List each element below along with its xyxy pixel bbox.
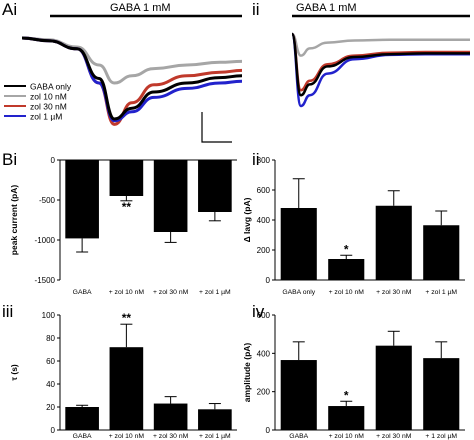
bar-bii-3 [423, 225, 460, 280]
bar-bii-1 [328, 259, 365, 280]
bar-bi-0 [65, 160, 99, 239]
category-label-biv-1: + zol 10 nM [329, 433, 365, 440]
category-label-biv-0: GABA [289, 433, 308, 440]
legend-label-2: zol 30 nM [30, 102, 67, 112]
y-tick-label-biii-3: 60 [46, 357, 55, 366]
y-label-bi: peak current (pA) [9, 185, 19, 256]
bar-bii-0 [280, 208, 317, 280]
trace-aii-0 [290, 32, 470, 97]
bar-biv-2 [375, 345, 412, 430]
trace-ai-0 [21, 36, 243, 121]
trace-aii-1 [291, 32, 470, 57]
category-label-biv-2: + zol 30 nM [376, 433, 412, 440]
category-label-bii-0: GABA only [282, 289, 315, 296]
bar-bi-3 [198, 160, 232, 212]
y-tick-label-bii-0: 0 [266, 276, 271, 285]
significance-biv-1: * [344, 388, 349, 402]
significance-biii-1: ** [122, 311, 132, 325]
panel-label-aii: ii [252, 0, 260, 19]
y-tick-label-biii-1: 20 [46, 403, 55, 412]
scale-bar-ai [201, 112, 232, 143]
category-label-bii-3: + zol 1 µM [425, 289, 457, 296]
category-label-bi-1: + zol 10 nM [109, 289, 145, 296]
significance-bi-1: ** [122, 200, 132, 214]
y-tick-label-biv-2: 400 [257, 349, 271, 358]
y-tick-label-biii-2: 40 [46, 380, 55, 389]
y-label-biii: τ (s) [9, 364, 19, 381]
bar-biv-3 [423, 358, 460, 430]
panel-label-bii: ii [252, 150, 260, 169]
legend-label-3: zol 1 µM [30, 112, 62, 122]
category-label-bi-0: GABA [73, 289, 92, 296]
y-tick-label-bi-0: 0 [51, 156, 56, 165]
panel-label-biv: iv [252, 302, 265, 321]
y-label-bii: Δ Iavg (pA) [242, 197, 252, 242]
y-tick-label-bii-4: 800 [257, 156, 271, 165]
bar-bii-2 [375, 205, 412, 280]
bar-bi-1 [109, 160, 144, 196]
y-tick-label-biii-0: 0 [51, 426, 56, 435]
legend-label-1: zol 10 nM [30, 92, 67, 102]
category-label-bii-2: + zol 30 nM [376, 289, 412, 296]
category-label-biii-1: + zol 10 nM [109, 433, 145, 440]
category-label-biv-3: + 1 zol µM [425, 433, 457, 440]
y-tick-label-bii-3: 600 [257, 186, 271, 195]
y-tick-label-bi-1: -500 [39, 196, 56, 205]
bar-biv-0 [280, 360, 317, 430]
legend-label-0: GABA only [30, 82, 72, 92]
y-tick-label-bii-2: 400 [257, 216, 271, 225]
bar-bi-2 [153, 160, 188, 232]
trace-ai-1 [21, 36, 243, 85]
trace-aii-2 [290, 32, 470, 92]
y-tick-label-biii-4: 80 [46, 334, 55, 343]
panel-label-biii: iii [2, 302, 14, 321]
category-label-biii-3: + zol 1 µM [199, 433, 231, 440]
y-tick-label-biv-0: 0 [266, 426, 271, 435]
y-tick-label-biv-1: 200 [257, 388, 271, 397]
bar-biii-1 [109, 347, 144, 430]
y-tick-label-bi-3: -1500 [35, 276, 56, 285]
trace-title-aii: GABA 1 mM [296, 2, 357, 14]
bar-biv-1 [328, 406, 365, 430]
y-tick-label-biii-5: 100 [42, 311, 56, 320]
y-tick-label-bi-2: -1000 [35, 236, 56, 245]
category-label-biii-0: GABA [73, 433, 92, 440]
trace-title-ai: GABA 1 mM [110, 2, 171, 14]
category-label-bi-3: + zol 1 µM [199, 289, 231, 296]
panel-label-ai: Ai [2, 0, 18, 19]
category-label-bii-1: + zol 10 nM [329, 289, 365, 296]
panel-label-bi: Bi [2, 150, 18, 169]
bar-biii-2 [153, 403, 188, 430]
category-label-bi-2: + zol 30 nM [153, 289, 189, 296]
bar-biii-0 [65, 407, 99, 430]
y-label-biv: amplitude (pA) [242, 343, 252, 403]
bar-biii-3 [198, 409, 232, 430]
y-tick-label-bii-1: 200 [257, 246, 271, 255]
y-tick-label-biv-3: 600 [257, 311, 271, 320]
significance-bii-1: * [344, 242, 349, 256]
category-label-biii-2: + zol 30 nM [153, 433, 189, 440]
